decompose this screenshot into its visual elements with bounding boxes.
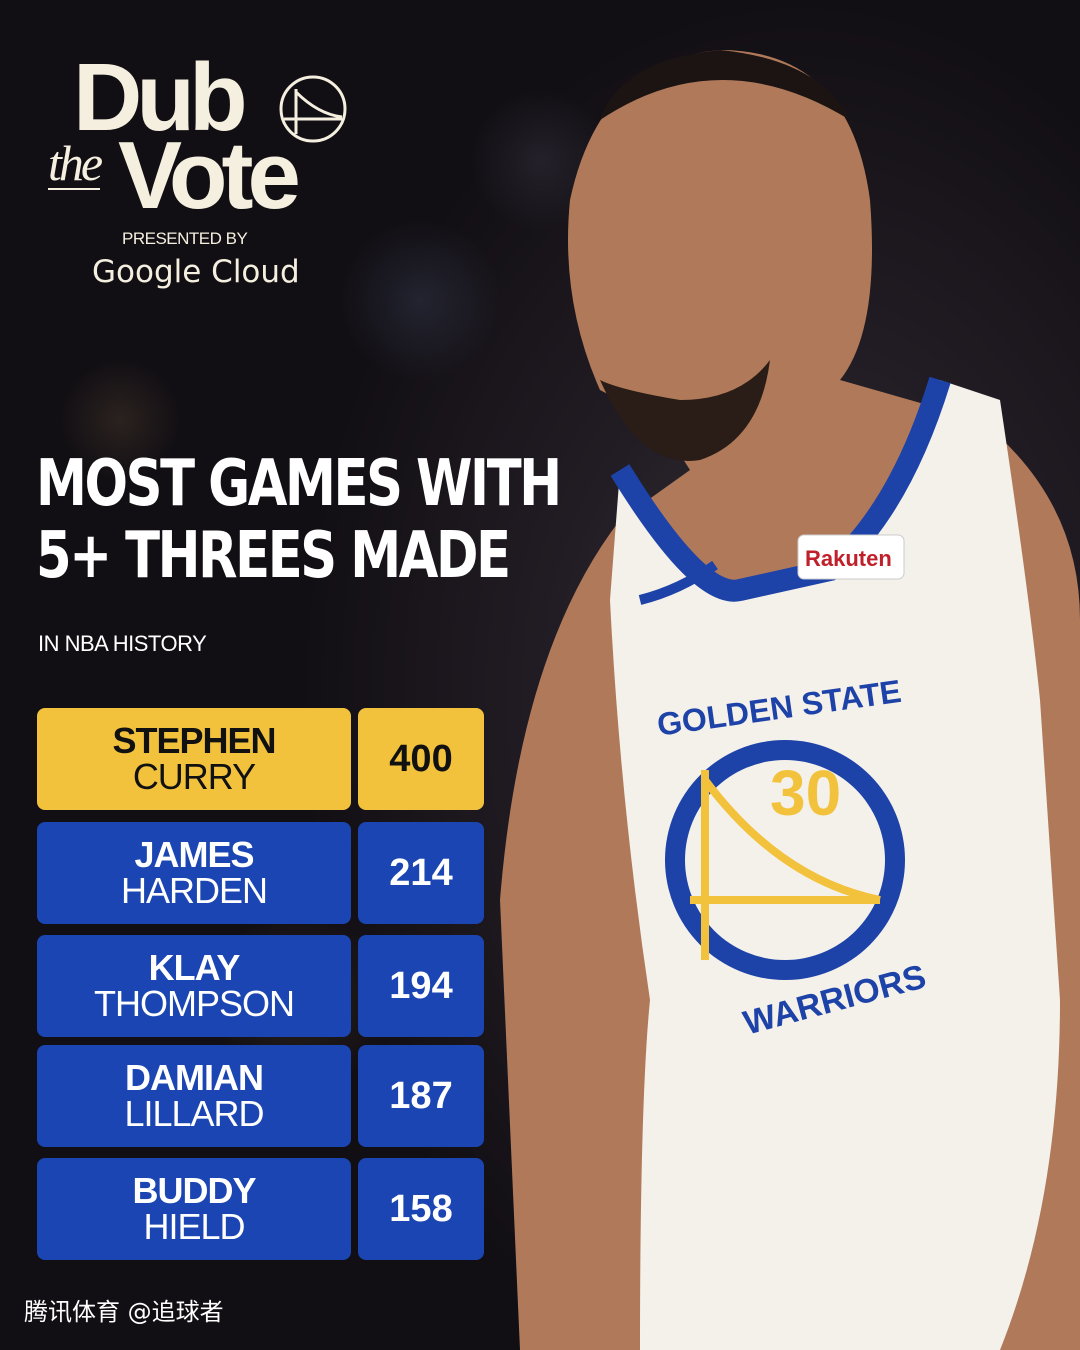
sponsor-google-cloud: Google Cloud <box>92 254 300 290</box>
player-name-box: STEPHEN CURRY <box>37 708 351 810</box>
player-last-name: HIELD <box>143 1206 245 1247</box>
player-last-name: LILLARD <box>124 1093 264 1134</box>
bridge-logo-icon <box>279 75 347 143</box>
ranking-row: KLAY THOMPSON 194 <box>37 935 484 1037</box>
player-last-name: HARDEN <box>120 870 268 911</box>
player-first-name: STEPHEN <box>112 720 276 761</box>
ranking-row: STEPHEN CURRY 400 <box>37 708 484 810</box>
player-first-name: DAMIAN <box>125 1057 264 1098</box>
logo-dub: Dub <box>73 44 248 151</box>
player-value: 194 <box>358 935 484 1037</box>
headline: MOST GAMES WITH 5+ THREES MADE <box>36 447 562 593</box>
ranking-row: JAMES HARDEN 214 <box>37 822 484 924</box>
player-last-name: CURRY <box>132 756 256 797</box>
player-name-box: JAMES HARDEN <box>37 822 351 924</box>
player-name-box: DAMIAN LILLARD <box>37 1045 351 1147</box>
headline-line-1: MOST GAMES WITH <box>36 447 562 521</box>
watermark: 腾讯体育 @追球者 <box>24 1298 224 1326</box>
player-first-name: BUDDY <box>132 1170 256 1211</box>
ranking-row: DAMIAN LILLARD 187 <box>37 1045 484 1147</box>
player-value: 158 <box>358 1158 484 1260</box>
player-name-box: BUDDY HIELD <box>37 1158 351 1260</box>
jersey-number: 30 <box>770 757 841 829</box>
ranking-row: BUDDY HIELD 158 <box>37 1158 484 1260</box>
headline-line-2: 5+ THREES MADE <box>36 519 511 593</box>
player-value: 187 <box>358 1045 484 1147</box>
nike-swoosh-icon <box>638 560 718 605</box>
player-first-name: KLAY <box>148 947 241 988</box>
player-value: 400 <box>358 708 484 810</box>
presented-by: PRESENTED BY <box>122 229 248 248</box>
subtitle: IN NBA HISTORY <box>38 631 207 656</box>
player-value: 214 <box>358 822 484 924</box>
logo-vote: Vote <box>118 122 301 229</box>
logo-the: the <box>48 135 103 191</box>
player-last-name: THOMPSON <box>93 983 295 1024</box>
jersey-sponsor-patch: Rakuten <box>805 546 892 571</box>
player-first-name: JAMES <box>134 834 254 875</box>
player-name-box: KLAY THOMPSON <box>37 935 351 1037</box>
